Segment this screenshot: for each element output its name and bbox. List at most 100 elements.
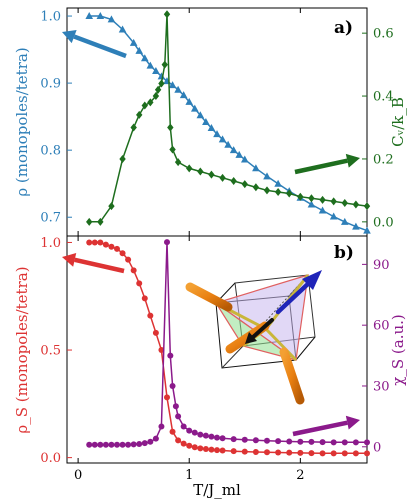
data-point	[208, 446, 215, 453]
data-point	[329, 212, 338, 220]
left-tick-label: 0.7	[40, 211, 61, 226]
series-circle-right	[86, 239, 370, 448]
data-point	[136, 440, 143, 447]
data-point	[264, 437, 270, 444]
cube-edge	[221, 345, 244, 369]
axis-arrow-right	[292, 415, 360, 437]
x-tick-label: 0	[74, 468, 82, 483]
data-point	[297, 192, 304, 201]
data-point	[114, 441, 120, 448]
panel-a-left-axis-label: ρ (monopoles/tetra)	[13, 47, 31, 196]
spin-arrowhead-black	[245, 332, 257, 344]
data-point	[168, 81, 177, 89]
data-point	[129, 38, 138, 46]
data-point	[107, 15, 116, 23]
spin-rod-orange	[279, 347, 305, 405]
data-point	[307, 200, 316, 208]
data-point	[125, 441, 132, 448]
data-point	[154, 85, 162, 94]
data-point	[102, 441, 109, 448]
data-point	[125, 256, 132, 263]
data-point	[97, 239, 104, 246]
data-point	[191, 429, 198, 436]
data-point	[141, 295, 148, 302]
data-point	[202, 446, 209, 453]
panel-b-frame	[66, 235, 368, 464]
data-point	[152, 92, 160, 101]
data-point	[136, 280, 143, 287]
data-point	[146, 61, 155, 69]
data-point	[96, 12, 105, 20]
panel-a-right-axis-label: Cᵥ/k_B	[389, 97, 407, 147]
data-point	[213, 130, 221, 138]
data-point	[230, 436, 237, 443]
panel-a-tag: a)	[334, 18, 353, 38]
data-point	[163, 10, 171, 19]
axis-arrow-left	[62, 253, 125, 274]
panel-a: 0.7 0.8 0.9 1.0 0.0 0.2 0.4 0.6 a) ρ (monopole…	[13, 7, 407, 237]
data-point	[86, 441, 93, 448]
data-point	[141, 440, 148, 447]
data-point	[174, 158, 182, 167]
data-point	[241, 448, 248, 455]
data-point	[252, 164, 260, 172]
data-point	[219, 173, 226, 182]
data-point	[224, 140, 232, 148]
data-point	[219, 447, 226, 454]
left-tick-label: 0.0	[40, 451, 61, 466]
data-point	[119, 441, 126, 448]
axis-arrow-right	[294, 153, 360, 175]
data-point	[91, 441, 98, 448]
data-point	[263, 172, 271, 180]
data-point	[235, 150, 244, 158]
data-point	[363, 202, 371, 211]
data-point	[158, 423, 165, 430]
left-tick-label: 0.5	[40, 344, 61, 359]
data-point	[341, 450, 348, 457]
series-line	[89, 15, 368, 232]
data-point	[319, 450, 326, 457]
data-point	[167, 123, 174, 132]
data-point	[330, 450, 337, 457]
data-point	[108, 202, 115, 211]
data-point	[364, 450, 370, 457]
data-point	[218, 135, 227, 143]
data-point	[214, 447, 220, 454]
data-point	[252, 449, 259, 456]
data-point	[308, 194, 315, 203]
data-point	[140, 54, 149, 62]
data-point	[341, 198, 348, 207]
data-point	[169, 145, 176, 154]
data-point	[169, 382, 176, 389]
data-point	[197, 167, 204, 176]
data-point	[275, 449, 282, 456]
data-point	[179, 91, 188, 99]
data-point	[230, 176, 237, 185]
x-tick-label: 1	[185, 468, 193, 483]
data-point	[161, 60, 168, 69]
data-point	[85, 12, 94, 20]
data-point	[197, 445, 204, 452]
data-point	[174, 85, 182, 93]
data-point	[207, 124, 216, 132]
data-point	[136, 110, 143, 119]
data-point	[185, 97, 194, 105]
spin-axis	[264, 327, 298, 362]
right-tick-label: 0.0	[373, 215, 394, 230]
x-tick-label: 2	[296, 468, 304, 483]
data-point	[130, 123, 137, 132]
data-point	[190, 104, 199, 112]
right-tick-label: 0.4	[373, 90, 394, 105]
left-tick-label: 0.8	[40, 144, 61, 159]
data-point	[275, 438, 282, 445]
data-point	[175, 437, 182, 444]
panel-b-right-axis-label: χ_S (a.u.)	[389, 314, 407, 385]
data-point	[297, 438, 304, 445]
data-point	[229, 146, 238, 154]
data-point	[319, 195, 326, 204]
left-tick-label: 1.0	[40, 10, 61, 25]
data-point	[340, 217, 349, 225]
right-tick-label: 0.2	[373, 152, 394, 167]
axis-arrow-left	[62, 30, 127, 59]
data-point	[135, 46, 144, 54]
